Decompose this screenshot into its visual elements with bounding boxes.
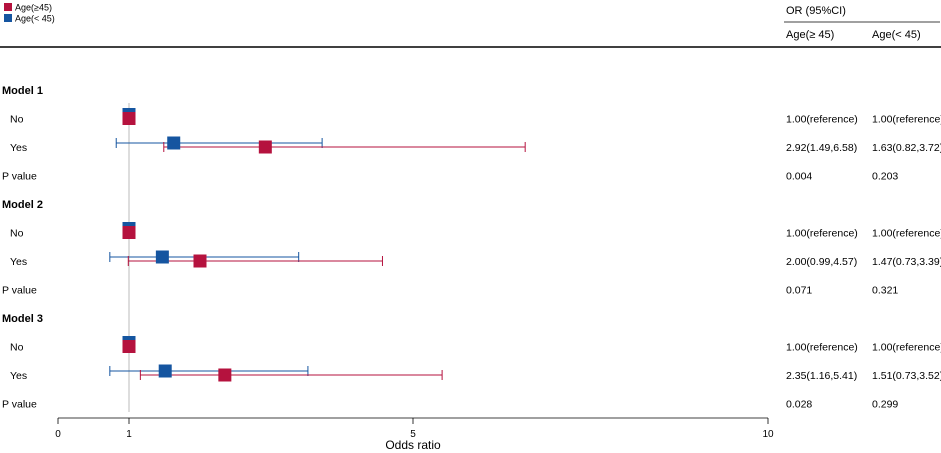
row-label: No <box>10 342 24 354</box>
or-text-age-ge45: 0.028 <box>786 399 812 411</box>
or-text-age-lt45: 1.47(0.73,3.39) <box>872 256 941 268</box>
point-age-ge45 <box>193 254 207 268</box>
pvalue-label: P value <box>2 171 37 183</box>
or-text-age-ge45: 1.00(reference) <box>786 342 858 354</box>
or-text-age-lt45: 1.51(0.73,3.52) <box>872 370 941 382</box>
point-age-ge45 <box>122 340 136 353</box>
x-tick-label: 0 <box>55 429 61 440</box>
point-age-lt45 <box>167 136 181 150</box>
x-axis-label: Odds ratio <box>385 438 441 452</box>
or-text-age-lt45: 0.321 <box>872 285 898 297</box>
point-age-ge45 <box>258 140 272 154</box>
or-text-age-lt45: 1.00(reference) <box>872 228 941 240</box>
or-text-age-lt45: 0.203 <box>872 171 898 183</box>
header-col-age-ge45: Age(≥ 45) <box>786 29 834 41</box>
x-tick-label: 10 <box>762 429 774 440</box>
x-tick-label: 5 <box>410 429 416 440</box>
point-age-ge45 <box>122 226 136 239</box>
row-label: Yes <box>10 370 27 382</box>
point-age-ge45 <box>122 112 136 125</box>
header-col-age-lt45: Age(< 45) <box>872 29 921 41</box>
pvalue-label: P value <box>2 285 37 297</box>
or-text-age-ge45: 2.92(1.49,6.58) <box>786 142 857 154</box>
or-text-age-ge45: 0.071 <box>786 285 812 297</box>
row-label: Yes <box>10 256 27 268</box>
or-text-age-lt45: 1.00(reference) <box>872 114 941 126</box>
legend-swatch-age-ge45 <box>4 3 12 11</box>
or-text-age-ge45: 1.00(reference) <box>786 228 858 240</box>
point-age-lt45 <box>155 250 169 264</box>
or-text-age-ge45: 1.00(reference) <box>786 114 858 126</box>
rows: Model 1 No 1.00(reference) 1.00(reference) Y… <box>2 85 941 411</box>
row-label: No <box>10 114 24 126</box>
legend-label-age-ge45: Age(≥45) <box>15 3 52 13</box>
pvalue-label: P value <box>2 399 37 411</box>
x-tick-label: 1 <box>126 429 132 440</box>
legend-label-age-lt45: Age(< 45) <box>15 14 55 24</box>
or-text-age-lt45: 1.00(reference) <box>872 342 941 354</box>
point-age-ge45 <box>218 368 232 382</box>
or-text-age-ge45: 2.35(1.16,5.41) <box>786 370 857 382</box>
model-label: Model 2 <box>2 199 43 211</box>
or-text-age-lt45: 0.299 <box>872 399 898 411</box>
or-text-age-ge45: 0.004 <box>786 171 812 183</box>
row-label: No <box>10 228 24 240</box>
or-text-age-ge45: 2.00(0.99,4.57) <box>786 256 857 268</box>
model-label: Model 1 <box>2 85 43 97</box>
legend-swatch-age-lt45 <box>4 14 12 22</box>
or-text-age-lt45: 1.63(0.82,3.72) <box>872 142 941 154</box>
row-label: Yes <box>10 142 27 154</box>
header-or-95ci: OR (95%CI) <box>786 5 846 17</box>
x-axis: 0 1 5 10 <box>55 417 774 440</box>
legend: Age(≥45) Age(< 45) <box>4 3 55 24</box>
model-label: Model 3 <box>2 313 43 325</box>
table-header: OR (95%CI) Age(≥ 45) Age(< 45) <box>784 5 940 41</box>
point-age-lt45 <box>158 364 172 378</box>
